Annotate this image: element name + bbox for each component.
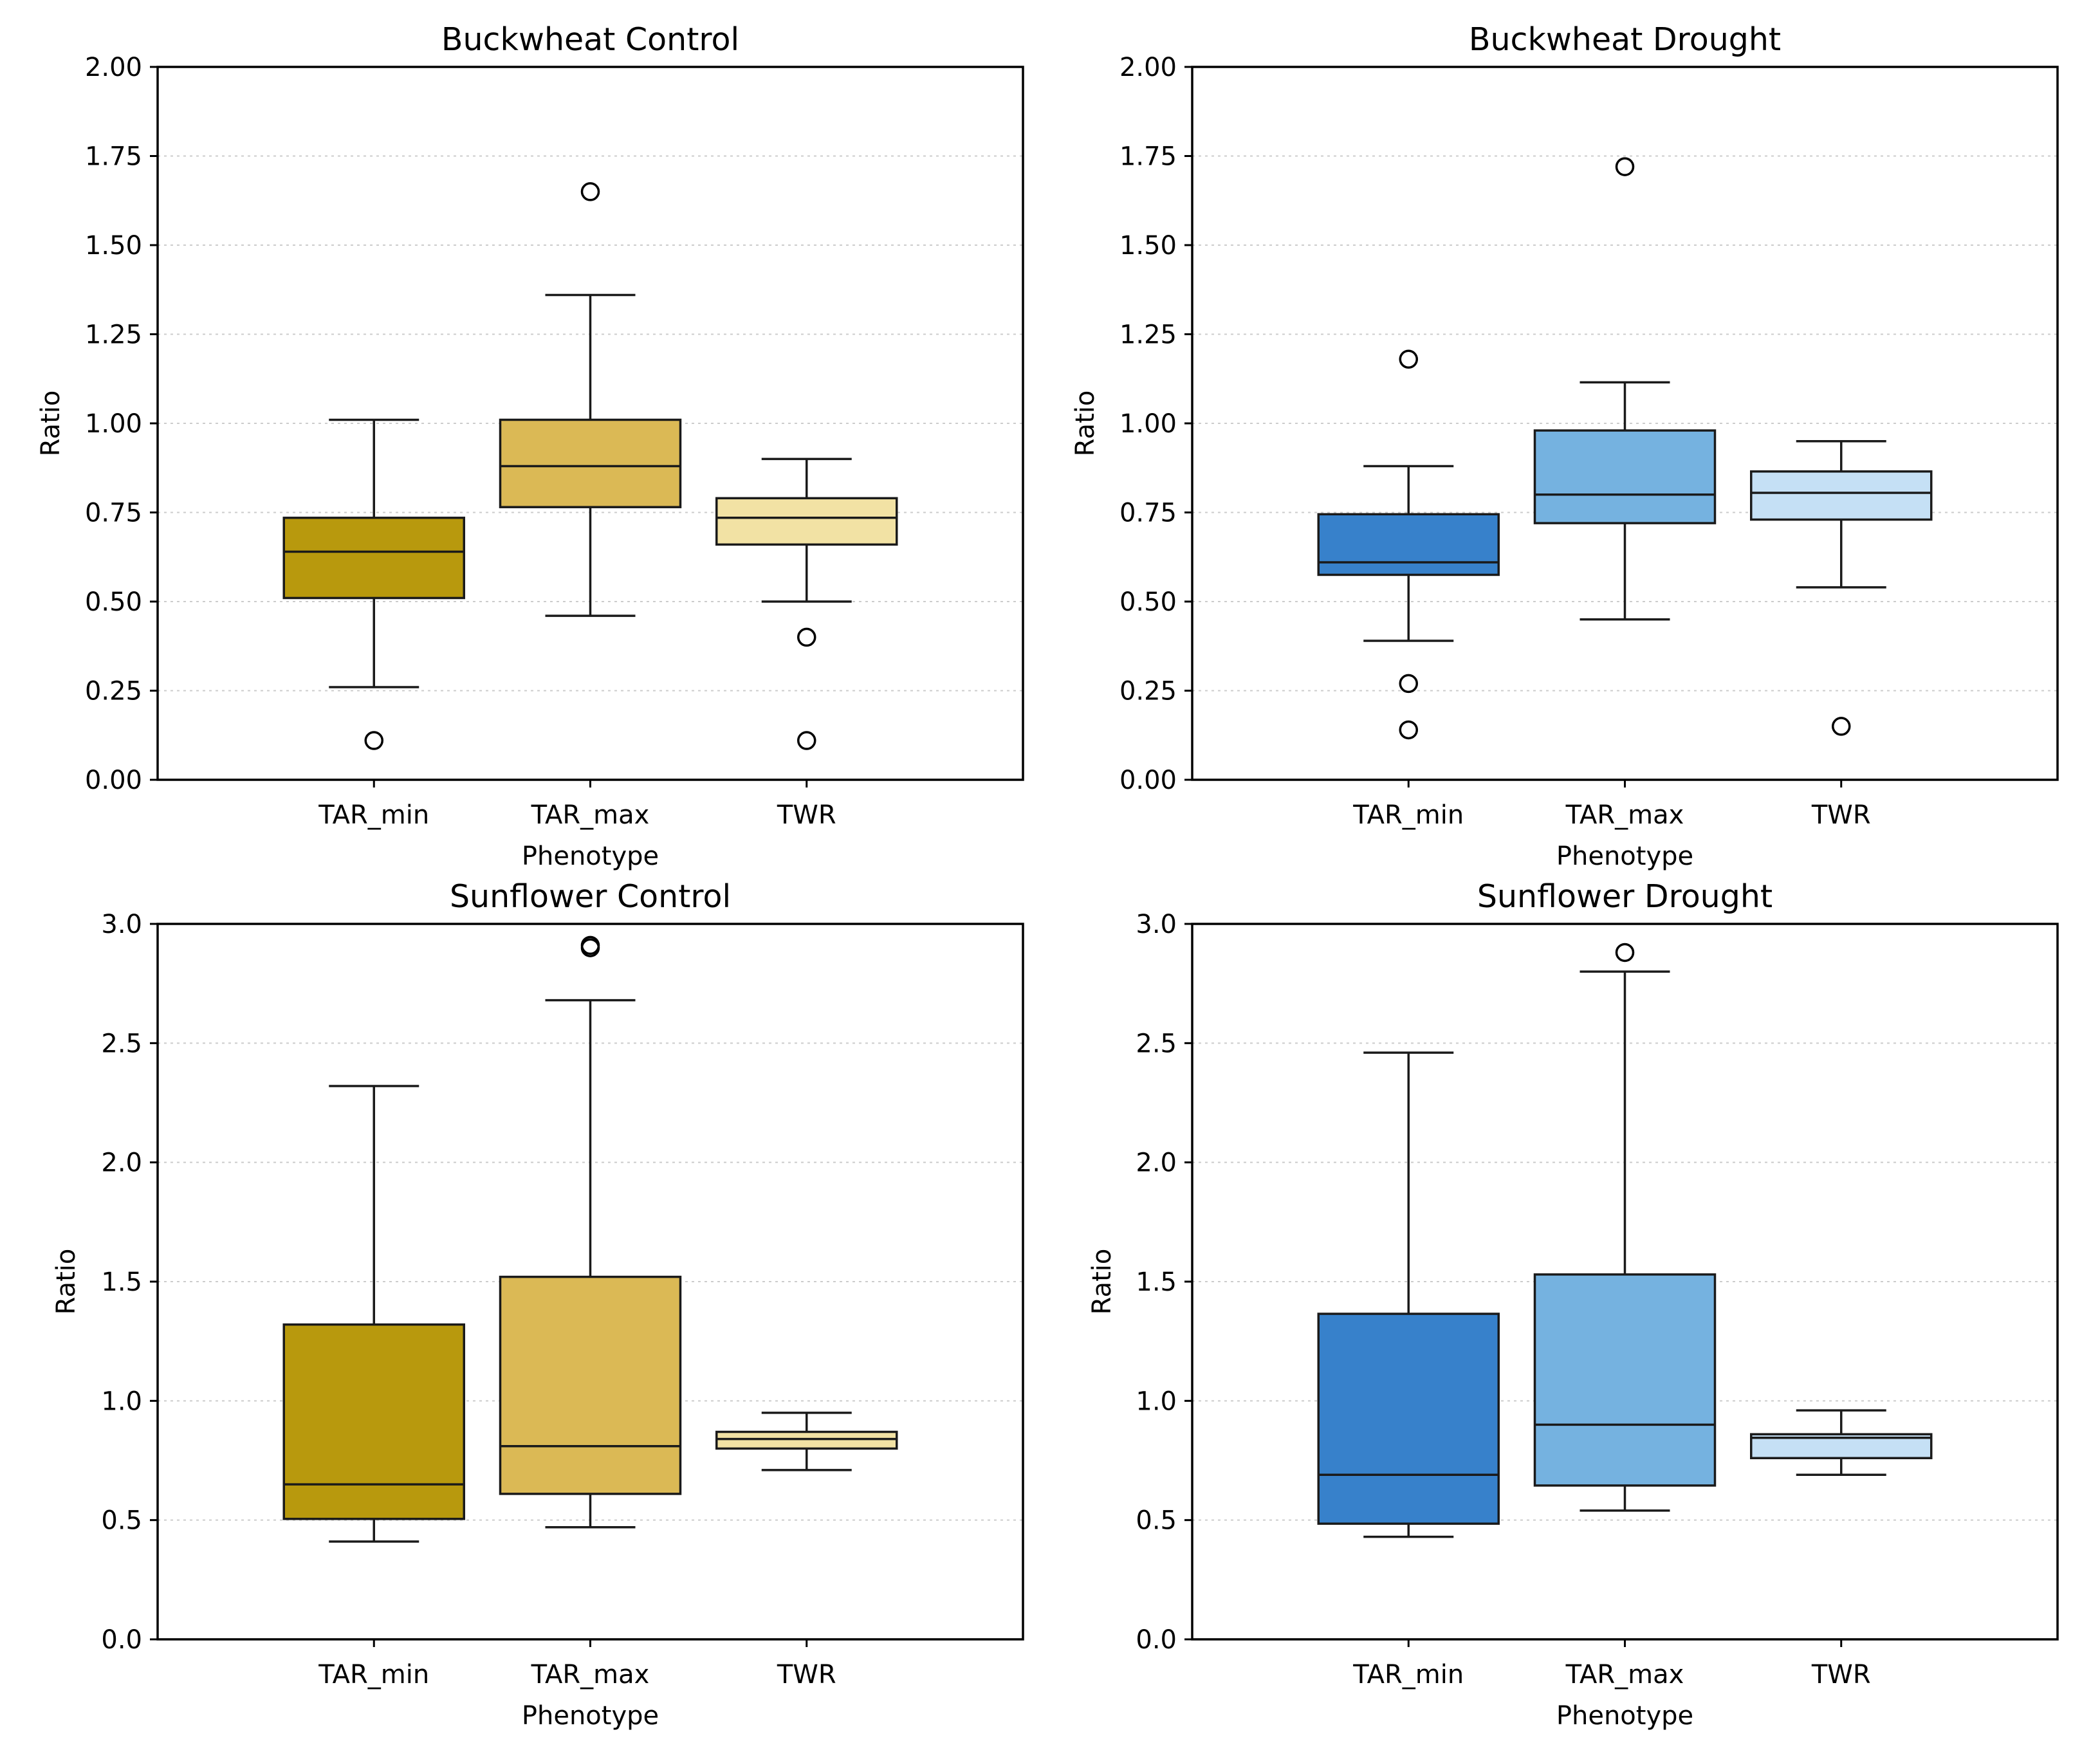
- iqr-box: [715, 1430, 898, 1450]
- box-tar-max: [499, 182, 682, 617]
- y-tick-label: 0.00: [85, 766, 142, 795]
- y-tick-label: 0.50: [85, 587, 142, 617]
- y-tick-label: 0.50: [1119, 587, 1177, 617]
- y-tick-label: 1.5: [101, 1267, 142, 1297]
- y-tick-label: 2.00: [1119, 53, 1177, 82]
- box-twr: [1750, 439, 1933, 736]
- x-tick-label: TAR_min: [318, 1660, 429, 1690]
- y-tick-label: 1.50: [1119, 231, 1177, 261]
- box-tar-min: [1317, 349, 1500, 740]
- y-tick-label: 0.25: [85, 677, 142, 706]
- outlier-point: [797, 627, 816, 647]
- x-tick-label: TWR: [777, 1660, 836, 1690]
- y-tick-label: 3.0: [101, 910, 142, 939]
- x-tick-label: TWR: [1811, 800, 1871, 830]
- iqr-box: [499, 418, 682, 508]
- iqr-box: [1750, 470, 1933, 521]
- iqr-box: [1533, 1273, 1717, 1487]
- outlier-point: [1615, 943, 1635, 963]
- y-tick-label: 1.00: [85, 409, 142, 439]
- y-tick-label: 3.0: [1136, 910, 1177, 939]
- x-axis-label: Phenotype: [1556, 1701, 1693, 1731]
- y-axis-label: Ratio: [1071, 391, 1100, 457]
- panel-title: Buckwheat Control: [441, 21, 739, 58]
- x-tick-label: TAR_min: [318, 800, 429, 830]
- y-axis-label: Ratio: [1087, 1249, 1117, 1315]
- outlier-point: [1399, 349, 1418, 369]
- axes-frame: [156, 923, 1024, 1641]
- y-tick-label: 1.00: [1119, 409, 1177, 439]
- panel-sunflower-control: 0.0 0.5 1.0 1.5 2.0 2.5 3.0 TAR_min TAR_max TWR Su…: [51, 878, 1024, 1731]
- y-tick-label: 1.25: [1119, 320, 1177, 350]
- y-tick-label: 0.75: [85, 499, 142, 528]
- outlier-point: [1399, 674, 1418, 694]
- y-tick-label: 1.75: [1119, 142, 1177, 172]
- y-tick-label: 1.25: [85, 320, 142, 350]
- panel-title: Buckwheat Drought: [1469, 21, 1781, 58]
- x-tick-label: TAR_min: [1352, 800, 1464, 830]
- panel-sunflower-drought: 0.0 0.5 1.0 1.5 2.0 2.5 3.0 TAR_min TAR_max TWR Su…: [1087, 878, 2059, 1731]
- y-tick-label: 0.0: [101, 1625, 142, 1655]
- axes-frame: [1191, 923, 2059, 1641]
- panel-title: Sunflower Drought: [1477, 878, 1773, 915]
- y-tick-label: 1.5: [1136, 1267, 1177, 1297]
- axes-frame: [156, 66, 1024, 781]
- iqr-box: [1317, 1312, 1500, 1525]
- x-axis-label: Phenotype: [522, 842, 659, 871]
- outlier-point: [1832, 717, 1851, 736]
- box-tar-min: [282, 1085, 465, 1543]
- box-twr: [715, 457, 898, 750]
- outlier-point: [580, 182, 600, 201]
- box-tar-max: [1533, 943, 1717, 1512]
- outlier-point: [364, 731, 383, 750]
- panel-buckwheat-control: 0.00 0.25 0.50 0.75 1.00 1.25 1.50 1.75 2.00 TAR_…: [36, 21, 1024, 871]
- x-axis-label: Phenotype: [522, 1701, 659, 1731]
- y-tick-label: 0.5: [101, 1506, 142, 1536]
- iqr-box: [715, 497, 898, 546]
- y-tick-label: 1.0: [101, 1386, 142, 1416]
- y-tick-label: 0.5: [1136, 1506, 1177, 1536]
- outlier-point: [1399, 720, 1418, 740]
- y-tick-label: 1.50: [85, 231, 142, 261]
- y-tick-label: 2.5: [101, 1029, 142, 1058]
- box-tar-min: [1317, 1051, 1500, 1538]
- x-tick-label: TWR: [777, 800, 836, 830]
- box-tar-min: [282, 418, 465, 750]
- x-tick-label: TAR_max: [1565, 1660, 1684, 1690]
- x-tick-label: TAR_max: [531, 800, 650, 830]
- x-axis-label: Phenotype: [1556, 842, 1693, 871]
- y-tick-label: 2.5: [1136, 1029, 1177, 1058]
- iqr-box: [1533, 429, 1717, 524]
- y-tick-label: 1.0: [1136, 1386, 1177, 1416]
- box-twr: [715, 1412, 898, 1471]
- y-axis-label: Ratio: [36, 391, 66, 457]
- y-tick-label: 0.00: [1119, 766, 1177, 795]
- iqr-box: [499, 1275, 682, 1495]
- y-tick-label: 2.00: [85, 53, 142, 82]
- y-tick-label: 0.25: [1119, 677, 1177, 706]
- y-tick-label: 1.75: [85, 142, 142, 172]
- axes-frame: [1191, 66, 2059, 781]
- iqr-box: [282, 1323, 465, 1520]
- y-tick-label: 0.0: [1136, 1625, 1177, 1655]
- panel-buckwheat-drought: 0.00 0.25 0.50 0.75 1.00 1.25 1.50 1.75 2.00 TAR_…: [1071, 21, 2059, 871]
- x-tick-label: TWR: [1811, 1660, 1871, 1690]
- outlier-point: [797, 731, 816, 750]
- outlier-point: [1615, 157, 1635, 176]
- y-tick-label: 2.0: [1136, 1148, 1177, 1178]
- x-tick-label: TAR_max: [531, 1660, 650, 1690]
- iqr-box: [1317, 513, 1500, 576]
- outlier-point: [580, 935, 600, 955]
- y-tick-label: 2.0: [101, 1148, 142, 1178]
- x-tick-label: TAR_min: [1352, 1660, 1464, 1690]
- y-tick-label: 0.75: [1119, 499, 1177, 528]
- y-axis-label: Ratio: [51, 1249, 81, 1315]
- iqr-box: [282, 517, 465, 600]
- box-tar-max: [1533, 157, 1717, 621]
- panel-title: Sunflower Control: [450, 878, 731, 915]
- box-tar-max: [499, 935, 682, 1529]
- box-twr: [1750, 1409, 1933, 1476]
- x-tick-label: TAR_max: [1565, 800, 1684, 830]
